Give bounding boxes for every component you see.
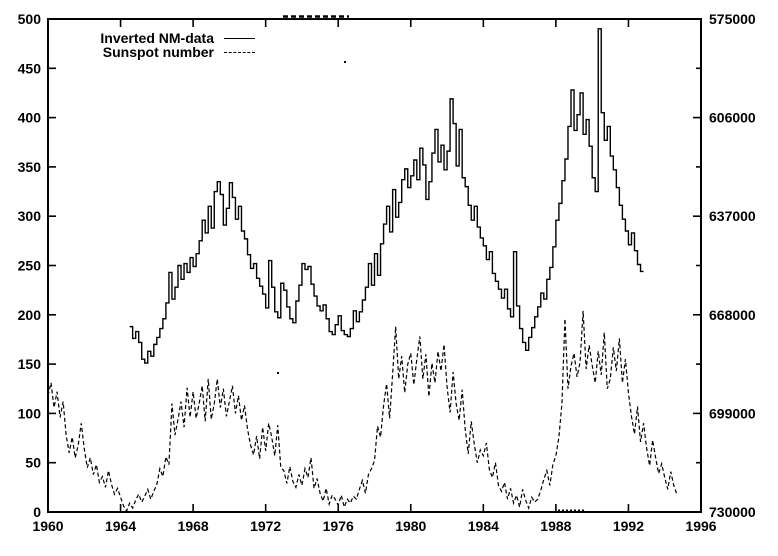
x-tick-label: 1996 [685,518,716,534]
x-tick-label: 1976 [323,518,354,534]
y-left-tick-label: 50 [25,455,41,471]
x-tick-label: 1968 [178,518,209,534]
y-right-tick-label: 637000 [709,208,756,224]
nm-series-line [129,28,644,364]
y-left-tick-label: 150 [18,356,42,372]
x-tick-label: 1984 [468,518,499,534]
y-right-tick-label: 668000 [709,307,756,323]
sunspot-series-line [47,310,678,513]
legend-label-nm: Inverted NM-data [100,30,214,46]
y-left-tick-label: 500 [18,11,42,27]
x-tick-label: 1960 [32,518,63,534]
y-left-tick-label: 350 [18,159,42,175]
nm-solid-line-sample [224,37,255,39]
y-left-tick-label: 100 [18,405,42,421]
x-tick-label: 1992 [613,518,644,534]
chart-legend: Inverted NM-data Sunspot number [90,30,255,60]
y-left-tick-label: 0 [33,504,41,520]
y-left-tick-label: 250 [18,258,42,274]
x-tick-label: 1988 [540,518,571,534]
x-tick-label: 1972 [250,518,281,534]
legend-item-sunspot: Sunspot number [90,44,255,60]
x-tick-label: 1980 [395,518,426,534]
y-right-tick-label: 699000 [709,405,756,421]
y-left-tick-label: 450 [18,60,42,76]
scan-speck [344,61,346,63]
legend-item-nm: Inverted NM-data [90,30,255,46]
legend-label-sunspot: Sunspot number [102,44,214,60]
y-left-tick-label: 200 [18,307,42,323]
y-left-tick-label: 400 [18,110,42,126]
y-right-tick-label: 575000 [709,11,756,27]
y-right-tick-label: 730000 [709,504,756,520]
scan-speck [277,372,279,374]
x-tick-label: 1964 [105,518,136,534]
y-right-tick-label: 606000 [709,110,756,126]
sunspot-dashed-line-sample [224,51,255,53]
y-left-tick-label: 300 [18,208,42,224]
